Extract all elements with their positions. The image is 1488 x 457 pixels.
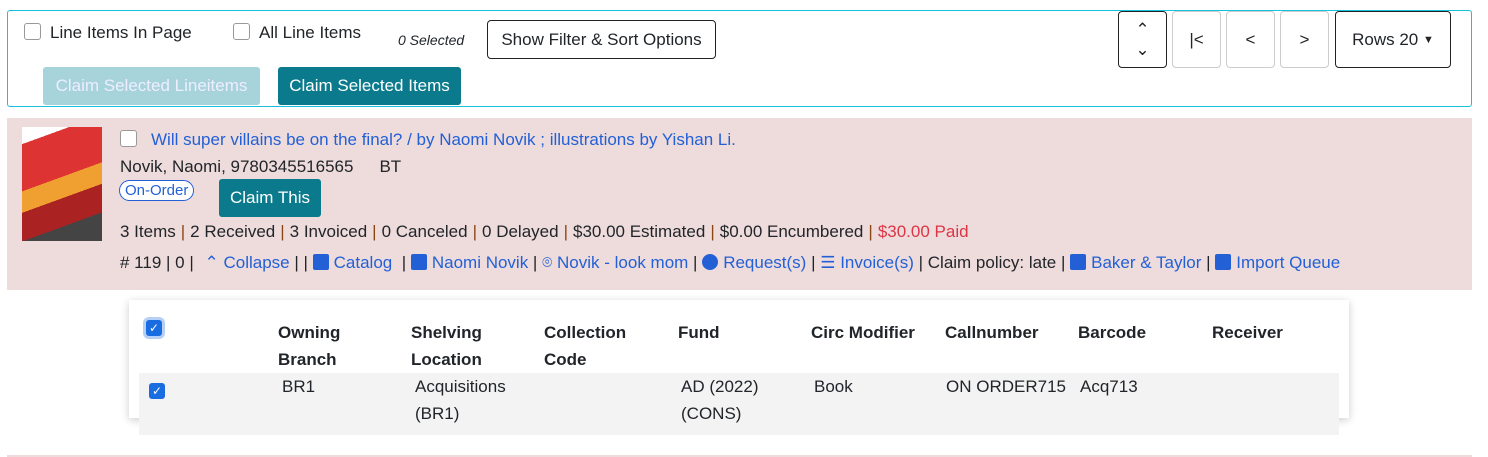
count-canceled: 0 Canceled: [381, 222, 468, 241]
selected-count: 0 Selected: [398, 32, 465, 48]
label: Invoice(s): [840, 253, 914, 272]
count-delayed: 0 Delayed: [482, 222, 559, 241]
requests-link[interactable]: Request(s): [702, 253, 806, 272]
label: Novik - look mom: [557, 253, 689, 272]
show-filter-sort-button[interactable]: Show Filter & Sort Options: [487, 20, 716, 59]
encumbered: $0.00 Encumbered: [719, 222, 864, 241]
rows-label: Rows 20: [1352, 29, 1419, 49]
header-callnumber: Callnumber: [945, 323, 1039, 342]
author-link[interactable]: Naomi Novik: [410, 253, 529, 272]
question-circle-icon: [702, 254, 719, 270]
claim-this-button[interactable]: Claim This: [219, 179, 321, 217]
cell-barcode: Acq713: [1080, 377, 1138, 396]
catalog-link[interactable]: Catalog: [312, 253, 393, 272]
chevron-left-icon: <: [1245, 29, 1256, 49]
title-link[interactable]: Will super villains be on the final? / b…: [151, 130, 736, 149]
label: All Line Items: [259, 23, 362, 42]
status-badge: On-Order: [119, 180, 195, 201]
lineitem-counts: 3 Items | 2 Received | 3 Invoiced | 0 Canceled…: [120, 222, 969, 241]
all-line-items-checkbox[interactable]: All Line Items: [233, 23, 361, 43]
table-row: ✓ BR1 Acquisitions (BR1) AD (2022) (CONS…: [139, 373, 1339, 435]
header-receiver: Receiver: [1212, 323, 1283, 342]
toolbar-panel: Line Items In Page All Line Items 0 Sele…: [7, 10, 1472, 107]
checkbox[interactable]: [233, 23, 250, 40]
header-barcode: Barcode: [1078, 323, 1147, 342]
label: Catalog: [333, 253, 393, 272]
count-items: 3 Items: [120, 222, 176, 241]
vendor-link[interactable]: Baker & Taylor: [1070, 253, 1201, 272]
chevron-right-icon: >: [1299, 29, 1310, 49]
header-fund: Fund: [678, 323, 720, 342]
cell-fund: AD (2022) (CONS): [681, 377, 759, 423]
select-all-checkbox[interactable]: ✓: [146, 320, 162, 336]
label: Naomi Novik: [431, 253, 529, 272]
claim-selected-lineitems-button[interactable]: Claim Selected Lineitems: [43, 67, 260, 105]
focus-icon: ⌾: [542, 253, 553, 272]
count-invoiced: 3 Invoiced: [289, 222, 368, 241]
header-owning-branch: Owning Branch: [278, 323, 341, 369]
label: Line Items In Page: [50, 23, 192, 42]
caret-down-icon: ▼: [1422, 33, 1434, 46]
row-checkbox[interactable]: ✓: [149, 383, 165, 399]
claim-policy: Claim policy: late: [927, 253, 1057, 272]
cell-callnumber: ON ORDER715: [946, 377, 1066, 396]
cover-image: [22, 127, 102, 241]
catalog-icon: [312, 254, 329, 270]
invoices-link[interactable]: ☰ Invoice(s): [820, 253, 914, 272]
cell-circ-modifier: Book: [814, 377, 853, 396]
author-isbn: Novik, Naomi, 9780345516565: [120, 157, 354, 176]
cell-owning-branch: BR1: [282, 377, 316, 396]
cell-shelving-location: Acquisitions (BR1): [415, 377, 506, 423]
prev-page-button[interactable]: <: [1226, 11, 1275, 68]
first-page-button[interactable]: |<: [1172, 11, 1221, 68]
header-collection-code: Collection Code: [544, 323, 627, 369]
next-page-button[interactable]: >: [1280, 11, 1329, 68]
shapes-icon: [410, 254, 427, 270]
label: Baker & Taylor: [1091, 253, 1202, 272]
label: Import Queue: [1236, 253, 1341, 272]
expand-collapse-button[interactable]: ⌃ ⌄: [1118, 11, 1167, 68]
claim-selected-items-button[interactable]: Claim Selected Items: [278, 67, 461, 105]
novik-link[interactable]: ⌾ Novik - look mom: [542, 253, 688, 272]
label: Request(s): [723, 253, 807, 272]
collapse-icon: ⌃: [204, 253, 219, 272]
list-icon: ☰: [820, 253, 836, 272]
header-circ-modifier: Circ Modifier: [811, 323, 915, 342]
vendor-code: BT: [379, 157, 402, 176]
plus-square-icon: [1215, 254, 1232, 270]
estimated: $30.00 Estimated: [573, 222, 706, 241]
shop-icon: [1070, 254, 1087, 270]
paid: $30.00 Paid: [877, 222, 969, 241]
label: Collapse: [223, 253, 290, 272]
header-shelving-location: Shelving Location: [411, 323, 482, 369]
lineitem-id: # 119 | 0 |: [120, 253, 194, 272]
chevron-up-down-icon: ⌃ ⌄: [1135, 19, 1150, 59]
line-items-in-page-checkbox[interactable]: Line Items In Page: [24, 23, 192, 43]
divider: [7, 455, 1472, 457]
first-page-icon: |<: [1189, 29, 1204, 49]
lineitem-row: Will super villains be on the final? / b…: [7, 118, 1472, 290]
lineitem-checkbox[interactable]: [120, 130, 137, 147]
lineitem-actions: # 119 | 0 | ⌃ Collapse | | Catalog | Nao…: [120, 253, 1341, 272]
checkbox[interactable]: [24, 23, 41, 40]
rows-dropdown[interactable]: Rows 20 ▼: [1335, 11, 1451, 68]
import-queue-link[interactable]: Import Queue: [1215, 253, 1340, 272]
count-received: 2 Received: [190, 222, 276, 241]
collapse-link[interactable]: ⌃ Collapse: [204, 253, 289, 272]
items-table: ✓ Owning Branch Shelving Location Collec…: [129, 300, 1349, 435]
